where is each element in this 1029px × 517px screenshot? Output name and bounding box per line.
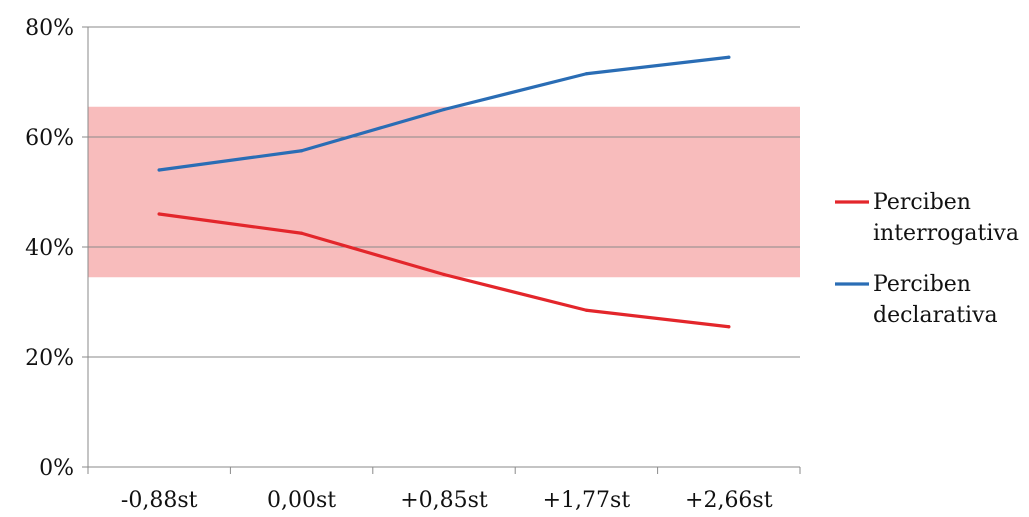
legend-entry-line: interrogativa bbox=[873, 221, 1019, 246]
x-tick-label: +1,77st bbox=[543, 488, 631, 513]
data-point bbox=[300, 149, 304, 153]
legend-entry-interrogativa: Perciben interrogativa bbox=[873, 190, 1019, 246]
data-point bbox=[442, 272, 446, 277]
data-point bbox=[157, 212, 161, 216]
legend-entry-declarativa: Perciben declarativa bbox=[873, 272, 998, 328]
data-point bbox=[727, 55, 731, 59]
y-tick-label: 20% bbox=[25, 346, 74, 371]
y-tick-label: 80% bbox=[25, 16, 74, 41]
legend-entry-line: Perciben bbox=[873, 190, 971, 215]
x-tick-label: 0,00st bbox=[267, 488, 336, 513]
data-point bbox=[442, 107, 446, 112]
legend-entry-line: Perciben bbox=[873, 272, 971, 297]
y-tick-label: 0% bbox=[39, 456, 74, 481]
data-point bbox=[727, 325, 731, 329]
data-point bbox=[157, 168, 161, 172]
data-point bbox=[584, 72, 589, 76]
shaded-band bbox=[88, 106, 800, 278]
data-point bbox=[584, 308, 589, 312]
x-tick-label: -0,88st bbox=[121, 488, 198, 513]
legend-entry-line: declarativa bbox=[873, 303, 998, 328]
y-tick-label: 60% bbox=[25, 126, 74, 151]
x-tick-label: +0,85st bbox=[400, 488, 488, 513]
y-tick-label: 40% bbox=[25, 236, 74, 261]
x-tick-label: +2,66st bbox=[685, 488, 773, 513]
data-point bbox=[300, 231, 304, 235]
